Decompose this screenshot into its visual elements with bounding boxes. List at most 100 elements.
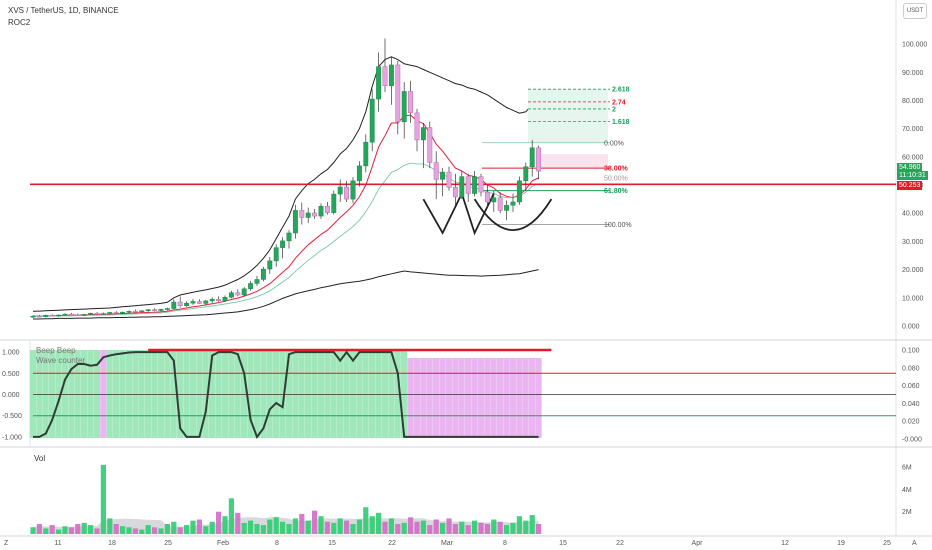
volume-bar — [452, 523, 458, 534]
volume-bar — [216, 511, 222, 534]
volume-bar — [516, 516, 522, 534]
series-line-1 — [33, 114, 539, 317]
volume-bar — [536, 523, 542, 534]
wave-counter-bar — [426, 358, 433, 438]
volume-bar — [376, 512, 382, 534]
volume-bar — [420, 520, 426, 534]
candle-body — [100, 313, 106, 315]
volume-bar — [190, 520, 196, 534]
volume-bar — [248, 520, 254, 534]
candle-body — [452, 187, 458, 198]
osc-right-tick: 0.020 — [902, 419, 920, 426]
volume-bar — [286, 523, 292, 534]
wave-counter-bar — [228, 350, 235, 438]
wave-counter-bar — [138, 350, 145, 438]
price-tick-label: 20.000 — [902, 267, 924, 274]
price-tick-label: 10.000 — [902, 295, 924, 302]
candle-body — [516, 180, 522, 203]
candle-body — [203, 300, 209, 304]
volume-bar — [81, 522, 87, 534]
candle-body — [228, 292, 234, 298]
candle-body — [158, 309, 164, 311]
wave-counter-bar — [490, 358, 497, 438]
candle-body — [388, 64, 394, 87]
wave-counter-bar — [68, 350, 75, 438]
time-axis-corner-right: A — [912, 540, 917, 547]
osc-right-tick: 0.100 — [902, 348, 920, 355]
candle-body — [337, 186, 343, 195]
osc-left-tick: 1.000 — [2, 350, 20, 357]
candle-body — [126, 311, 132, 313]
volume-bar — [369, 516, 375, 534]
candle-body — [216, 298, 222, 301]
time-axis-label: 15 — [559, 540, 567, 547]
candle-body — [363, 141, 369, 167]
osc-right-tick: 0.080 — [902, 365, 920, 372]
time-axis-label: Apr — [692, 540, 704, 547]
volume-bar — [56, 529, 62, 534]
candle-body — [459, 176, 465, 198]
wave-counter-bar — [74, 350, 81, 438]
candle-body — [132, 311, 138, 313]
wave-counter-bar — [221, 350, 228, 438]
volume-bar — [478, 522, 484, 534]
wave-counter-bar — [202, 350, 209, 438]
candle-body — [382, 66, 388, 87]
volume-bar — [324, 521, 330, 534]
volume-bar — [43, 528, 49, 534]
volume-bar — [267, 519, 273, 534]
candle-body — [56, 314, 62, 317]
wave-counter-bar — [247, 350, 254, 438]
wave-counter-bar — [420, 358, 427, 438]
volume-bar — [88, 525, 94, 534]
candle-body — [299, 210, 305, 218]
volume-bar — [484, 523, 490, 534]
volume-bar — [75, 523, 81, 534]
series-line-2 — [33, 162, 539, 317]
candle-body — [152, 309, 158, 311]
volume-bar — [209, 521, 215, 534]
wave-counter-bar — [529, 358, 536, 438]
volume-bar — [305, 520, 311, 534]
volume-bar — [465, 525, 471, 534]
candle-body — [318, 205, 324, 217]
time-axis-label: Mar — [441, 540, 454, 547]
wave-counter-bar — [394, 350, 401, 438]
wave-counter-bar — [535, 358, 542, 438]
wave-counter-bar — [407, 358, 414, 438]
volume-bar — [523, 520, 529, 534]
osc-left-tick: -0.500 — [2, 413, 22, 420]
currency-button[interactable]: USDT — [903, 3, 927, 19]
wave-counter-bar — [337, 350, 344, 438]
time-axis-label: 22 — [388, 540, 396, 547]
series-line-3 — [32, 56, 539, 312]
wave-counter-bar — [253, 350, 260, 438]
wave-counter-bar — [388, 350, 395, 438]
volume-label: Vol — [34, 454, 46, 463]
wave-counter-bar — [36, 350, 43, 438]
volume-bar — [510, 522, 516, 534]
fib-level-label: 2.618 — [612, 87, 630, 94]
wave-counter-bar — [209, 350, 216, 438]
wave-counter-bar — [522, 358, 529, 438]
volume-bar — [472, 520, 478, 534]
wave-counter-bar — [439, 358, 446, 438]
volume-bar — [504, 525, 510, 534]
candle-body — [408, 91, 414, 114]
candle-body — [331, 193, 337, 213]
fib-618-label: 61.80% — [604, 188, 629, 195]
volume-bar — [292, 518, 298, 534]
osc-right-tick: 0.040 — [902, 401, 920, 408]
candle-body — [497, 197, 503, 211]
candle-body — [491, 197, 497, 203]
osc-legend-1: Beep Beep — [36, 346, 76, 355]
wave-counter-bar — [61, 350, 68, 438]
candle-body — [248, 283, 254, 290]
volume-bar — [120, 526, 126, 534]
candle-body — [113, 312, 119, 314]
volume-bar — [107, 518, 113, 534]
volume-bar — [126, 527, 132, 534]
osc-left-tick: 0.000 — [2, 392, 20, 399]
candle-body — [324, 205, 330, 213]
